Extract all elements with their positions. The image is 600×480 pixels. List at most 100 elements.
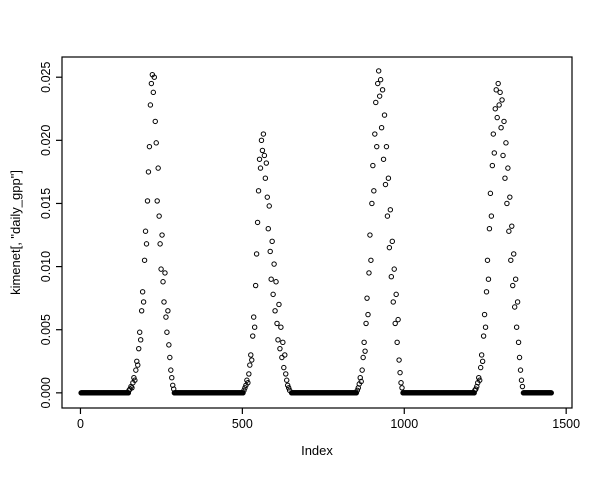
data-point	[390, 299, 396, 305]
x-tick-label: 500	[232, 417, 253, 431]
data-point	[381, 112, 388, 118]
data-point	[511, 251, 517, 257]
data-point	[482, 324, 489, 330]
data-point	[247, 362, 253, 368]
data-point	[261, 152, 268, 159]
data-point	[488, 213, 495, 219]
data-point	[143, 241, 150, 247]
data-point	[253, 251, 260, 257]
data-point	[163, 314, 169, 320]
data-point	[145, 169, 152, 175]
data-point	[493, 87, 499, 93]
data-point	[129, 385, 135, 391]
data-point	[368, 257, 374, 263]
data-point	[378, 125, 385, 131]
data-point	[248, 352, 254, 358]
data-point	[164, 329, 170, 335]
data-point	[161, 299, 167, 305]
data-point	[387, 207, 394, 213]
data-point	[250, 333, 256, 339]
data-point	[155, 165, 161, 171]
data-point	[275, 337, 281, 343]
data-point	[379, 87, 386, 93]
data-point	[473, 386, 479, 392]
data-point	[136, 345, 142, 352]
data-point	[358, 378, 364, 385]
data-point	[370, 162, 376, 169]
data-point	[502, 175, 508, 181]
y-tick-label: 0.005	[39, 314, 53, 345]
data-point	[398, 380, 404, 386]
data-point	[138, 308, 145, 314]
data-point	[509, 223, 515, 229]
data-point	[385, 175, 392, 181]
data-point	[280, 339, 286, 346]
data-point	[282, 352, 288, 358]
data-point	[505, 165, 511, 171]
data-point	[364, 295, 370, 301]
data-point	[365, 311, 371, 318]
data-point	[375, 80, 381, 87]
data-point	[483, 289, 490, 295]
data-point	[131, 374, 137, 381]
data-point	[511, 304, 518, 310]
data-point	[516, 354, 523, 361]
data-point	[369, 200, 375, 207]
x-tick-label: 1500	[552, 417, 580, 431]
data-points	[78, 68, 554, 396]
data-point	[489, 162, 496, 169]
data-point	[371, 188, 377, 194]
data-point	[392, 320, 398, 327]
data-point	[362, 348, 368, 354]
data-point	[503, 140, 509, 146]
data-point	[148, 80, 155, 87]
data-point	[279, 354, 285, 361]
data-point	[245, 380, 251, 386]
data-point	[242, 385, 248, 391]
data-point	[508, 257, 514, 263]
data-point	[361, 339, 367, 346]
data-point	[374, 143, 380, 150]
data-point	[363, 320, 369, 327]
data-point	[399, 385, 405, 391]
data-point	[510, 282, 516, 289]
data-point	[250, 314, 257, 320]
data-point	[254, 219, 261, 226]
data-point	[286, 387, 293, 394]
data-point	[499, 97, 505, 103]
data-point	[386, 244, 393, 251]
data-point	[380, 156, 387, 162]
data-point	[151, 74, 157, 80]
y-axis-title: kimenet[, "daily_gpp"]	[8, 170, 23, 295]
data-point	[270, 291, 276, 298]
data-point	[274, 320, 280, 327]
data-point	[154, 198, 160, 204]
data-point	[372, 131, 378, 137]
data-point	[477, 377, 483, 383]
data-point	[141, 257, 148, 263]
data-point	[153, 140, 159, 146]
data-point	[157, 241, 163, 247]
data-point	[144, 198, 151, 204]
data-point	[500, 152, 506, 159]
data-point	[389, 238, 395, 245]
y-tick-label: 0.015	[39, 188, 53, 219]
data-point	[504, 200, 510, 207]
data-point	[485, 276, 492, 282]
data-point	[140, 299, 147, 305]
data-point	[257, 165, 264, 171]
data-point	[169, 374, 175, 381]
x-axis: 0 500 1000 1500 Index	[77, 408, 580, 458]
y-axis: 0.000 0.005 0.010 0.015 0.020 0.025 kimenet[, …	[8, 62, 62, 408]
data-point	[519, 383, 526, 390]
data-point	[259, 147, 266, 154]
data-point	[269, 238, 275, 245]
data-point	[249, 357, 255, 363]
data-point	[388, 273, 395, 280]
data-point	[476, 374, 482, 381]
data-point	[255, 188, 262, 194]
data-point	[376, 93, 383, 99]
data-point	[391, 266, 397, 272]
